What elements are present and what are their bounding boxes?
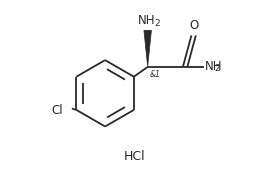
Text: 2: 2 [214,65,220,74]
Text: Cl: Cl [51,104,62,117]
Text: NH: NH [138,14,156,27]
Text: NH: NH [205,60,222,73]
Text: 2: 2 [154,19,160,28]
Text: &1: &1 [149,70,160,79]
Polygon shape [144,30,151,67]
Text: O: O [189,19,198,32]
Text: HCl: HCl [124,150,146,163]
